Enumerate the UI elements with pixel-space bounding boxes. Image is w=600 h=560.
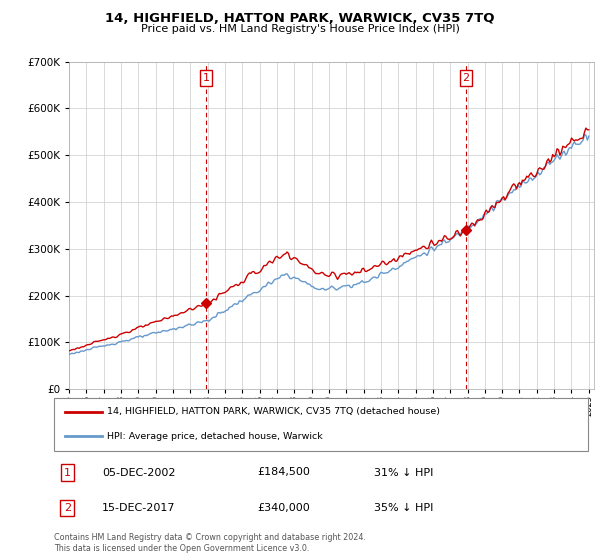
Text: 14, HIGHFIELD, HATTON PARK, WARWICK, CV35 7TQ (detached house): 14, HIGHFIELD, HATTON PARK, WARWICK, CV3… <box>107 408 440 417</box>
Text: £184,500: £184,500 <box>257 468 310 478</box>
Text: 15-DEC-2017: 15-DEC-2017 <box>102 503 176 513</box>
Text: 2: 2 <box>463 73 470 83</box>
Text: 05-DEC-2002: 05-DEC-2002 <box>102 468 176 478</box>
Text: HPI: Average price, detached house, Warwick: HPI: Average price, detached house, Warw… <box>107 432 323 441</box>
Text: Price paid vs. HM Land Registry's House Price Index (HPI): Price paid vs. HM Land Registry's House … <box>140 24 460 34</box>
Text: £340,000: £340,000 <box>257 503 310 513</box>
Text: 35% ↓ HPI: 35% ↓ HPI <box>374 503 434 513</box>
Text: Contains HM Land Registry data © Crown copyright and database right 2024.
This d: Contains HM Land Registry data © Crown c… <box>54 533 366 553</box>
Text: 2: 2 <box>64 503 71 513</box>
Text: 31% ↓ HPI: 31% ↓ HPI <box>374 468 434 478</box>
Text: 1: 1 <box>203 73 209 83</box>
FancyBboxPatch shape <box>54 398 588 451</box>
Text: 14, HIGHFIELD, HATTON PARK, WARWICK, CV35 7TQ: 14, HIGHFIELD, HATTON PARK, WARWICK, CV3… <box>105 12 495 25</box>
Text: 1: 1 <box>64 468 71 478</box>
